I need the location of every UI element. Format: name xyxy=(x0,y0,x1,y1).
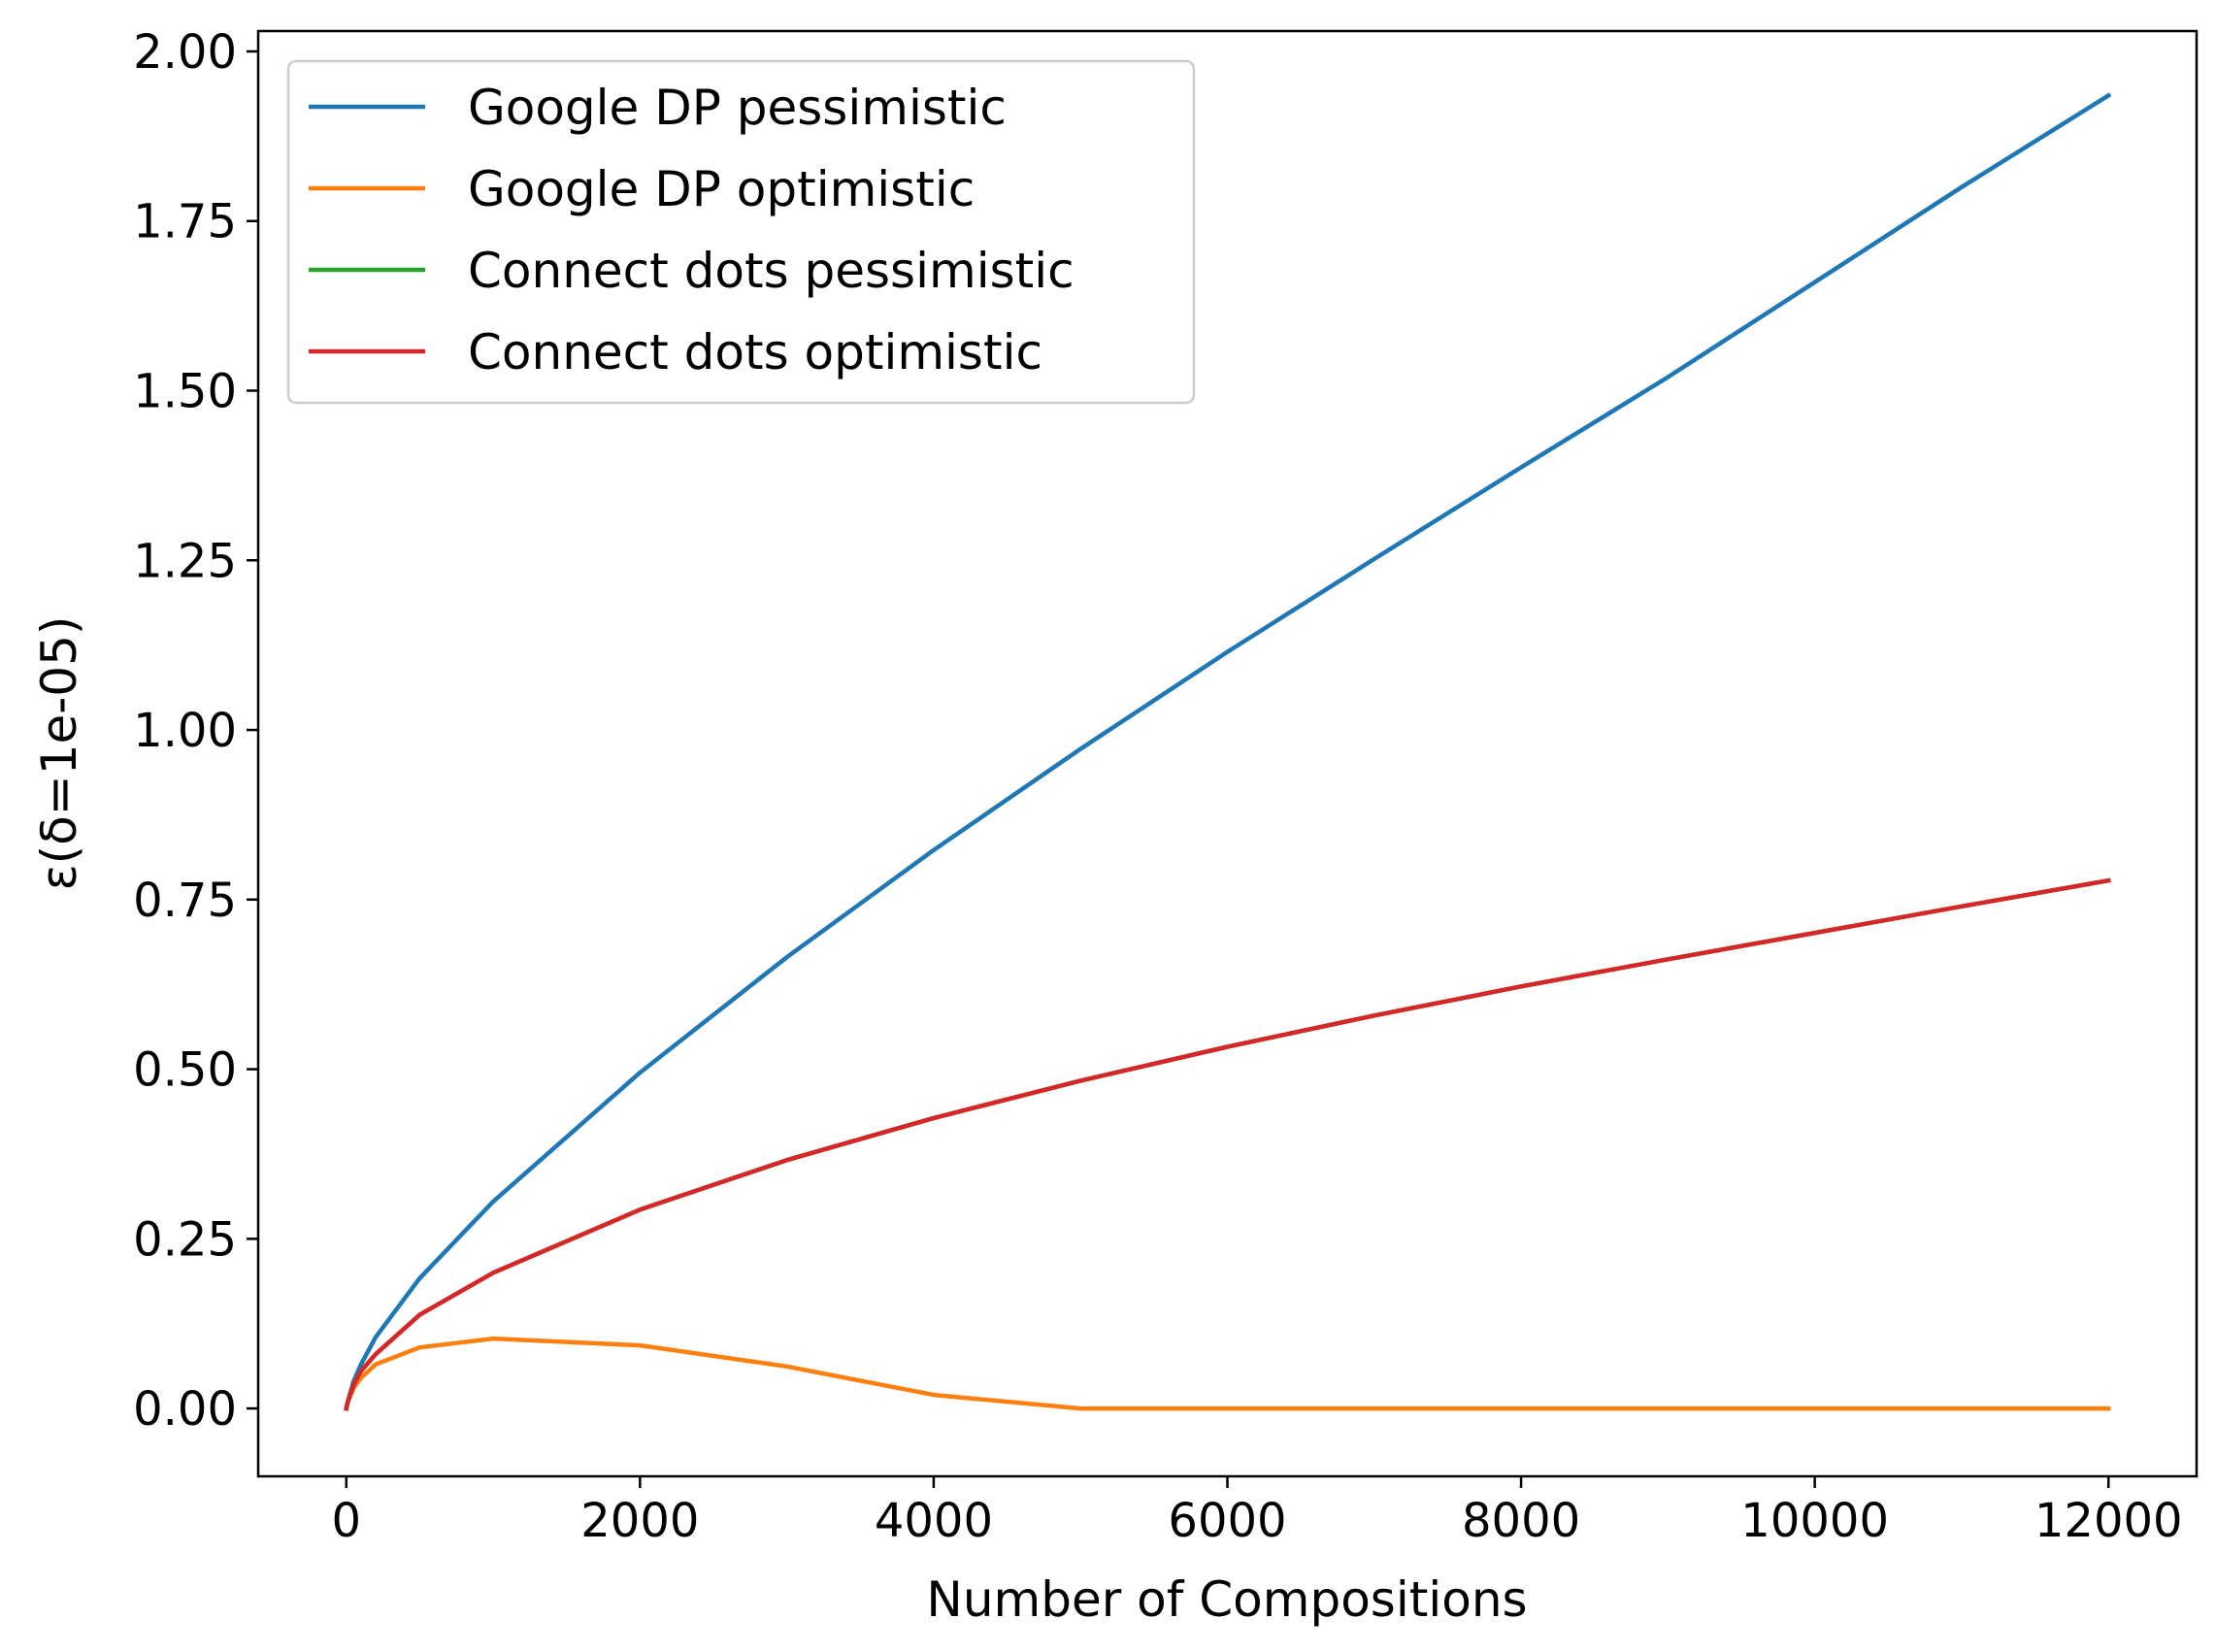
y-tick-label: 1.25 xyxy=(133,534,237,588)
y-tick-label: 0.25 xyxy=(133,1212,237,1267)
series-line-2 xyxy=(344,1336,2111,1411)
legend: Google DP pessimistic Google DP optimisti… xyxy=(286,59,1196,405)
x-tick-label: 10000 xyxy=(1740,1494,1889,1548)
y-tick-label: 1.00 xyxy=(133,704,237,758)
series-line-4 xyxy=(344,877,2111,1411)
legend-label: Connect dots optimistic xyxy=(468,324,1042,380)
legend-label: Google DP pessimistic xyxy=(468,80,1007,136)
y-tick-label: 1.50 xyxy=(133,365,237,419)
y-tick-label: 2.00 xyxy=(133,25,237,80)
x-tick-label: 4000 xyxy=(875,1494,993,1548)
x-axis-ticks: 0 2000 4000 6000 8000 10000 12000 xyxy=(331,1476,2183,1548)
series-line-3 xyxy=(344,877,2111,1411)
x-tick-label: 0 xyxy=(331,1494,361,1548)
x-axis-label: Number of Compositions xyxy=(926,1571,1527,1628)
x-tick-label: 12000 xyxy=(2034,1494,2183,1548)
legend-frame xyxy=(286,59,1196,405)
y-axis-label: ε(δ=1e-05) xyxy=(31,616,87,891)
y-tick-label: 0.00 xyxy=(133,1382,237,1437)
y-tick-label: 1.75 xyxy=(133,195,237,249)
legend-label: Connect dots pessimistic xyxy=(468,243,1075,299)
y-tick-label: 0.75 xyxy=(133,874,237,928)
y-axis-ticks: 0.00 0.25 0.50 0.75 1.00 1.25 1.50 1.75 2.00 xyxy=(133,25,258,1437)
series-line-1 xyxy=(344,92,2112,1411)
plot-lines xyxy=(344,92,2112,1411)
x-tick-label: 2000 xyxy=(580,1494,699,1548)
x-tick-label: 8000 xyxy=(1462,1494,1580,1548)
legend-items: Google DP pessimistic Google DP optimisti… xyxy=(309,80,1075,380)
legend-label: Google DP optimistic xyxy=(468,161,975,217)
y-tick-label: 0.50 xyxy=(133,1043,237,1098)
x-tick-label: 6000 xyxy=(1168,1494,1286,1548)
